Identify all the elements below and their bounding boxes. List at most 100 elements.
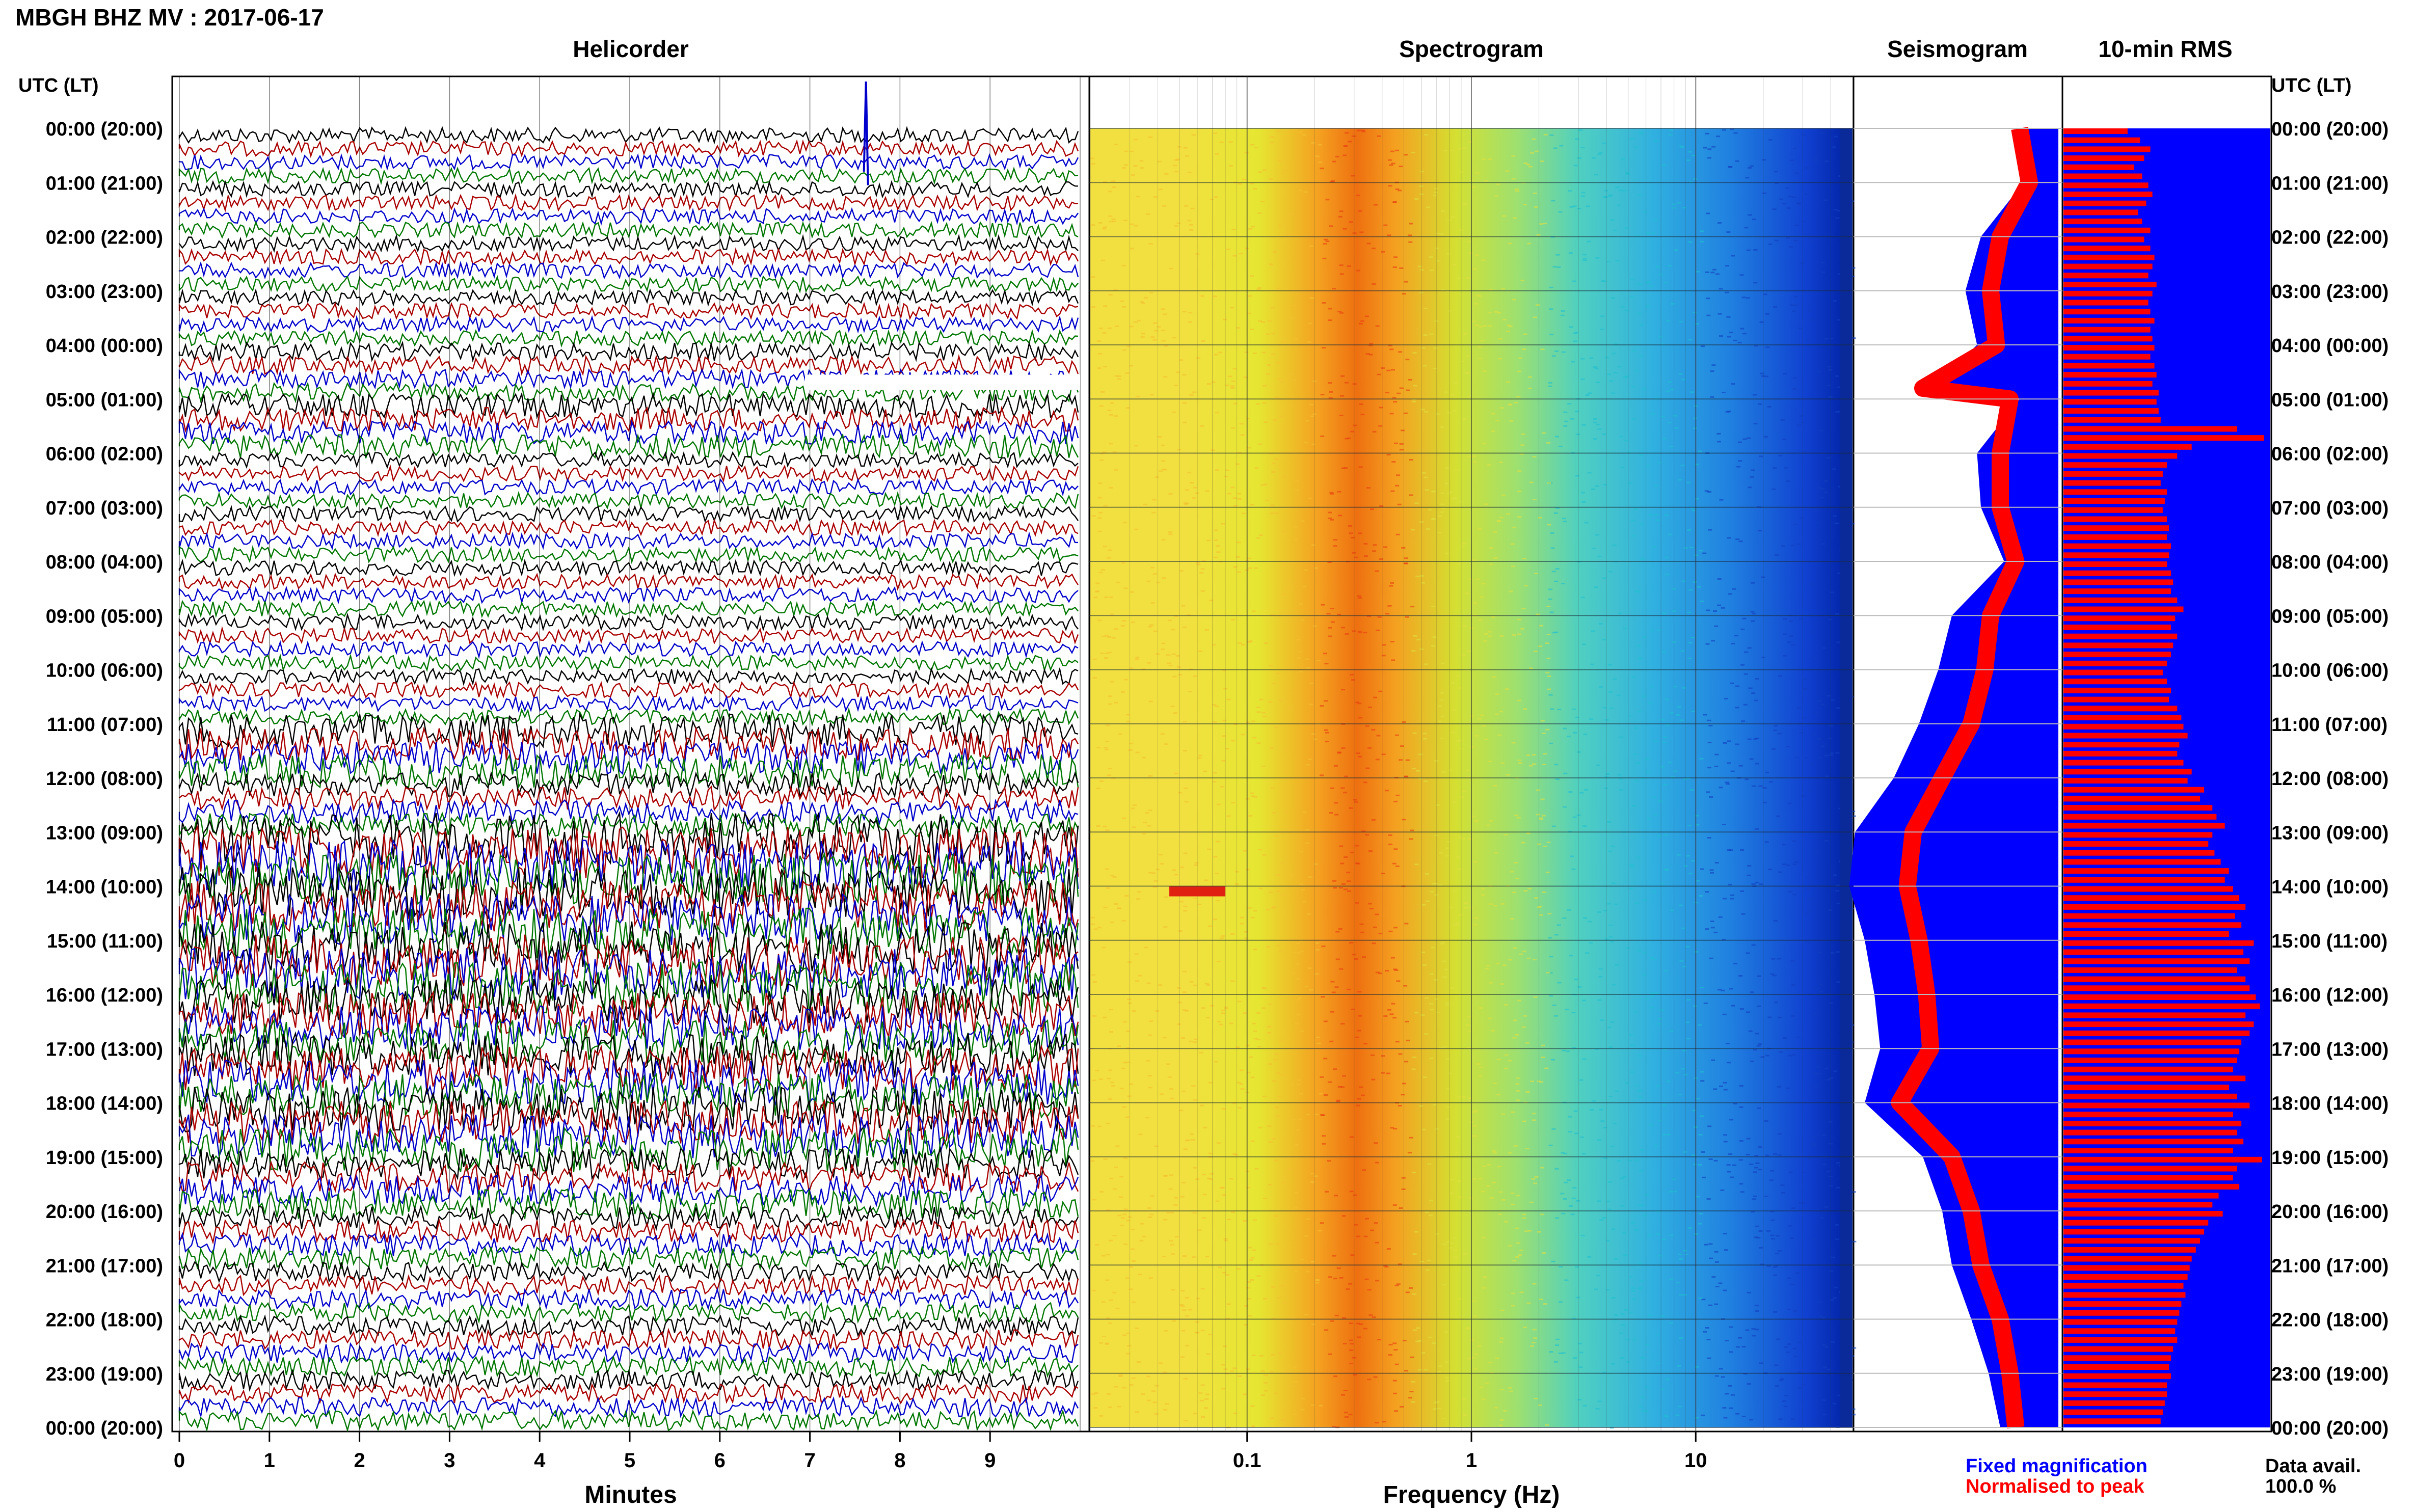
- spectrogram-speckle: [1630, 1044, 1634, 1046]
- spectrogram-speckle: [1639, 1149, 1644, 1151]
- spectrogram-speckle: [1315, 155, 1320, 157]
- spectrogram-speckle: [1525, 1148, 1530, 1149]
- spectrogram-speckle: [1725, 291, 1729, 293]
- spectrogram-speckle: [1662, 741, 1667, 743]
- spectrogram-speckle: [1473, 602, 1478, 604]
- spectrogram-speckle: [1633, 508, 1638, 510]
- spectrogram-speckle: [1158, 854, 1163, 856]
- spectrogram-speckle: [1735, 743, 1739, 745]
- spectrogram-speckle: [1196, 357, 1200, 359]
- spectrogram-speckle: [1609, 380, 1614, 382]
- spectrogram-speckle: [1312, 381, 1317, 383]
- spectrogram-speckle: [1561, 351, 1566, 353]
- spectrogram-speckle: [1201, 340, 1205, 342]
- spectrogram-speckle: [1425, 997, 1429, 999]
- spectrogram-speckle: [1304, 1314, 1309, 1316]
- spectrogram-speckle: [1288, 692, 1292, 694]
- rms-bar: [2063, 263, 2153, 269]
- spectrogram-speckle: [1414, 502, 1419, 504]
- spectrogram-speckle: [1152, 499, 1157, 501]
- spectrogram-speckle: [1764, 841, 1769, 843]
- spectrogram-speckle: [1457, 1426, 1462, 1428]
- spectrogram-speckle: [1420, 1014, 1425, 1016]
- spectrogram-speckle: [1675, 1414, 1680, 1416]
- spectrogram-speckle: [1478, 1177, 1483, 1179]
- spectrogram-speckle: [1267, 364, 1271, 366]
- spectrogram-speckle: [1649, 514, 1653, 516]
- spectrogram-speckle: [1481, 1287, 1486, 1289]
- spectrogram-speckle: [1122, 1334, 1126, 1336]
- spectrogram-speckle: [1306, 913, 1311, 915]
- spectrogram-speckle: [1344, 775, 1348, 777]
- spectrogram-speckle: [1545, 642, 1549, 644]
- spectrogram-speckle: [1481, 894, 1485, 896]
- helicorder-trace: [178, 126, 1079, 145]
- spectrogram-speckle: [1597, 911, 1601, 913]
- spectrogram-speckle: [1467, 1016, 1472, 1017]
- spectrogram-speckle: [1748, 687, 1753, 689]
- spectrogram-speckle: [1146, 982, 1151, 984]
- spectrogram-speckle: [1438, 515, 1442, 517]
- spectrogram-speckle: [1515, 190, 1519, 192]
- spectrogram-speckle: [1707, 148, 1712, 150]
- spectrogram-speckle: [1486, 965, 1490, 967]
- spectrogram-speckle: [1199, 1051, 1203, 1054]
- spectrogram-speckle: [1434, 192, 1438, 194]
- spectrogram-speckle: [1750, 476, 1754, 478]
- spectrogram-speckle: [1107, 1077, 1111, 1079]
- spectrogram-speckle: [1532, 499, 1537, 500]
- spectrogram-speckle: [1613, 1122, 1617, 1124]
- spectrogram-speckle: [1776, 1338, 1781, 1340]
- spectrogram-speckle: [1129, 365, 1134, 367]
- spectrogram-speckle: [1329, 225, 1333, 227]
- spectrogram-speckle: [1145, 1117, 1150, 1119]
- spectrogram-speckle: [1273, 419, 1277, 421]
- spectrogram-speckle: [1358, 322, 1363, 325]
- spectrogram-speckle: [1516, 1077, 1520, 1079]
- spectrogram-speckle: [1289, 373, 1293, 375]
- spectrogram-speckle: [1244, 1324, 1248, 1326]
- spectrogram-speckle: [1458, 237, 1463, 239]
- spectrogram-speckle: [1359, 231, 1364, 233]
- spectrogram-speckle: [1482, 443, 1486, 445]
- spectrogram-speckle: [1097, 530, 1102, 532]
- spectrogram-speckle: [1567, 1179, 1571, 1181]
- spectrogram-speckle: [1148, 872, 1152, 874]
- spectrogram-speckle: [1393, 1392, 1397, 1394]
- spectrogram-speckle: [1132, 1010, 1136, 1012]
- rms-bar: [2063, 462, 2167, 468]
- spectrogram-speckle: [1375, 1162, 1379, 1164]
- spectrogram-speckle: [1550, 708, 1554, 710]
- spectrogram-speckle: [1141, 1393, 1145, 1395]
- spectrogram-speckle: [1517, 516, 1521, 518]
- spectrogram-speckle: [1549, 742, 1553, 744]
- spectrogram-speckle: [1791, 1015, 1795, 1017]
- spectrogram-speckle: [1481, 259, 1486, 261]
- spectrogram-speckle: [1538, 517, 1542, 519]
- spectrogram-speckle: [1327, 561, 1332, 563]
- spectrogram-speckle: [1180, 1356, 1185, 1358]
- spectrogram-speckle: [1456, 856, 1460, 858]
- spectrogram-speckle: [1230, 385, 1235, 387]
- spectrogram-speckle: [1537, 843, 1542, 845]
- spectrogram-speckle: [1591, 630, 1595, 632]
- spectrogram-speckle: [1379, 558, 1383, 560]
- spectrogram-speckle: [1221, 760, 1226, 762]
- spectrogram-speckle: [1174, 1197, 1178, 1199]
- spectrogram-speckle: [1634, 1229, 1639, 1231]
- spectrogram-speckle: [1266, 909, 1270, 911]
- spectrogram-speckle: [1272, 1317, 1276, 1319]
- spectrogram-speckle: [1553, 512, 1558, 514]
- spectrogram-speckle: [1622, 1232, 1626, 1234]
- spectrogram-speckle: [1388, 1354, 1392, 1356]
- spectrogram-speckle: [1367, 707, 1372, 708]
- spectrogram-speckle: [1296, 998, 1301, 1001]
- spectrogram-speckle: [1709, 1257, 1713, 1259]
- spectrogram-speckle: [1591, 488, 1596, 490]
- spectrogram-speckle: [1136, 898, 1141, 900]
- spectrogram-speckle: [1511, 1111, 1515, 1113]
- time-label-right: 13:00 (09:00): [2271, 822, 2389, 844]
- spectrogram-speckle: [1753, 1171, 1757, 1173]
- spectrogram-speckle: [1195, 561, 1200, 563]
- spectrogram-speckle: [1629, 278, 1634, 280]
